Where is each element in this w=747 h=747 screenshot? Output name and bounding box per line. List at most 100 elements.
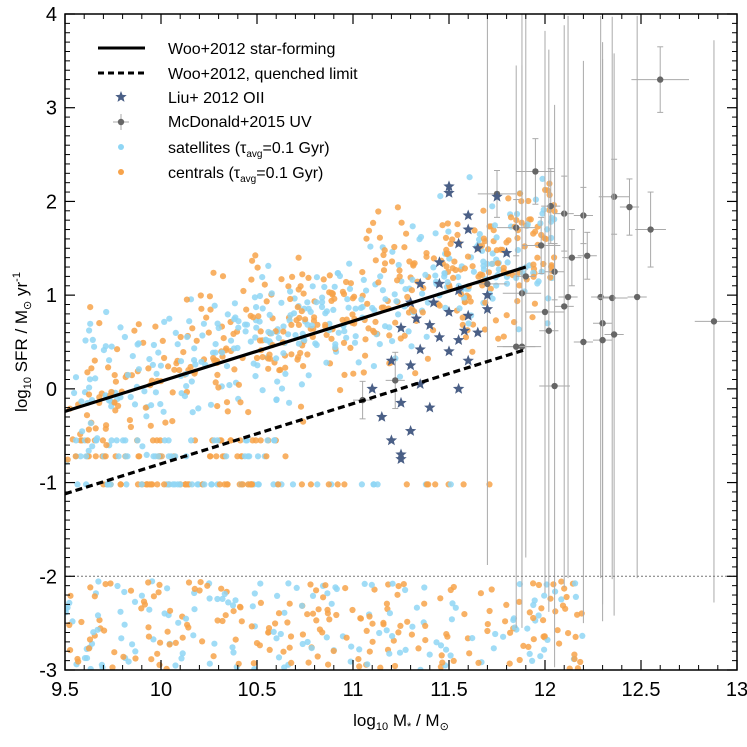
centrals-point (360, 369, 367, 376)
centrals-point (253, 354, 261, 362)
centrals-point (67, 592, 74, 599)
centrals-point (154, 481, 161, 488)
satellites-point (172, 329, 179, 336)
satellites-point (89, 336, 96, 343)
satellites-point (466, 174, 473, 181)
satellites-point (134, 341, 141, 348)
centrals-point (415, 645, 422, 652)
satellites-point (121, 333, 128, 341)
centrals-point (454, 231, 461, 238)
centrals-point (131, 327, 138, 334)
liu-star-point (452, 237, 465, 249)
centrals-point (546, 180, 553, 187)
centrals-point (288, 659, 295, 667)
liu-star-point (404, 425, 417, 436)
satellites-point (124, 371, 132, 379)
satellites-point (492, 630, 499, 638)
centrals-point (359, 269, 366, 276)
centrals-point (265, 365, 272, 372)
centrals-point (102, 581, 109, 588)
satellites-point (108, 437, 115, 444)
centrals-point (541, 633, 548, 640)
legend-label-woo-quenched: Woo+2012, quenched limit (168, 66, 358, 83)
liu-star-point (395, 396, 407, 408)
centrals-point (261, 281, 268, 288)
centrals-point (252, 437, 259, 444)
centrals-point (469, 263, 476, 270)
satellites-point (321, 283, 328, 291)
centrals-point (263, 453, 270, 460)
satellites-point (113, 437, 120, 444)
y-tick-label: 2 (46, 191, 57, 213)
centrals-point (234, 453, 241, 460)
liu-star-point (414, 378, 426, 389)
centrals-point (376, 234, 383, 241)
centrals-point (102, 453, 109, 460)
satellites-point (143, 413, 150, 420)
centrals-point (527, 216, 534, 223)
satellites-point (152, 389, 159, 396)
satellites-point (346, 260, 353, 267)
satellites-point (153, 370, 160, 377)
satellites-point (393, 298, 400, 305)
centrals-point (205, 329, 212, 336)
satellites-point (208, 481, 215, 488)
centrals-point (257, 437, 264, 444)
centrals-point (577, 658, 584, 666)
centrals-point (326, 616, 333, 623)
centrals-point (199, 638, 206, 645)
centrals-point (285, 283, 292, 290)
centrals-point (191, 585, 198, 593)
centrals-point (363, 627, 370, 635)
centrals-point (240, 287, 247, 295)
centrals-point (142, 404, 149, 411)
centrals-point (421, 600, 428, 607)
centrals-point (227, 437, 234, 444)
x-axis-title-tail: / M (411, 711, 439, 730)
satellites-point (444, 279, 451, 286)
centrals-point (460, 481, 467, 488)
satellites-point (85, 447, 92, 454)
satellites-point (192, 361, 199, 368)
satellites-point (90, 629, 97, 636)
satellites-point (108, 343, 115, 350)
satellites-point (442, 304, 449, 311)
centrals-point (154, 650, 161, 657)
satellites-point (579, 632, 586, 640)
satellites-point (121, 588, 128, 596)
centrals-point (485, 269, 492, 276)
centrals-point (388, 258, 396, 265)
satellites-point (488, 260, 495, 267)
centrals-point (370, 219, 377, 226)
centrals-point (480, 235, 487, 242)
centrals-point (396, 267, 403, 274)
centrals-point (366, 613, 373, 620)
satellites-point (358, 481, 365, 488)
centrals-point (167, 607, 174, 614)
satellites-point (77, 453, 84, 460)
centrals-point (67, 647, 74, 654)
satellites-point (155, 349, 162, 356)
satellites-point (275, 654, 283, 661)
centrals-point (223, 481, 230, 488)
satellites-point (493, 234, 500, 241)
centrals-point (198, 305, 205, 312)
centrals-point (248, 623, 255, 630)
centrals-point (372, 257, 379, 264)
satellites-point (198, 358, 205, 365)
satellites-point (358, 296, 365, 303)
centrals-point (492, 317, 499, 324)
satellites-point (226, 382, 233, 389)
satellites-point (253, 324, 260, 331)
satellites-point (432, 272, 439, 279)
satellites-point (470, 268, 477, 275)
centrals-point (300, 290, 307, 297)
centrals-point (164, 628, 171, 635)
satellites-point (572, 593, 580, 601)
y-tick-label: 1 (46, 285, 57, 307)
centrals-point (183, 296, 190, 303)
centrals-point (316, 626, 323, 633)
centrals-point (548, 263, 555, 270)
mcdonald-point (525, 30, 565, 594)
centrals-point (406, 258, 413, 265)
